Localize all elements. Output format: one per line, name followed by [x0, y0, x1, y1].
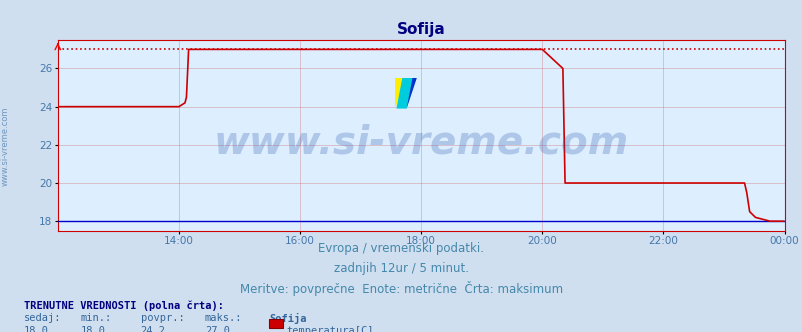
Text: Sofija: Sofija — [269, 313, 306, 324]
Text: maks.:: maks.: — [205, 313, 242, 323]
Text: 24,2: 24,2 — [140, 326, 165, 332]
Text: zadnjih 12ur / 5 minut.: zadnjih 12ur / 5 minut. — [334, 262, 468, 275]
Text: povpr.:: povpr.: — [140, 313, 184, 323]
Title: Sofija: Sofija — [396, 22, 445, 37]
Text: Evropa / vremenski podatki.: Evropa / vremenski podatki. — [318, 242, 484, 255]
Text: 27,0: 27,0 — [205, 326, 229, 332]
Polygon shape — [406, 78, 416, 109]
Text: 18,0: 18,0 — [80, 326, 105, 332]
Text: temperatura[C]: temperatura[C] — [286, 326, 374, 332]
Polygon shape — [395, 78, 406, 109]
Text: min.:: min.: — [80, 313, 111, 323]
Text: sedaj:: sedaj: — [24, 313, 62, 323]
Text: TRENUTNE VREDNOSTI (polna črta):: TRENUTNE VREDNOSTI (polna črta): — [24, 300, 224, 311]
Polygon shape — [396, 78, 412, 109]
Text: 18,0: 18,0 — [24, 326, 49, 332]
Text: www.si-vreme.com: www.si-vreme.com — [213, 124, 628, 162]
Text: www.si-vreme.com: www.si-vreme.com — [0, 106, 10, 186]
Text: Meritve: povprečne  Enote: metrične  Črta: maksimum: Meritve: povprečne Enote: metrične Črta:… — [240, 281, 562, 295]
